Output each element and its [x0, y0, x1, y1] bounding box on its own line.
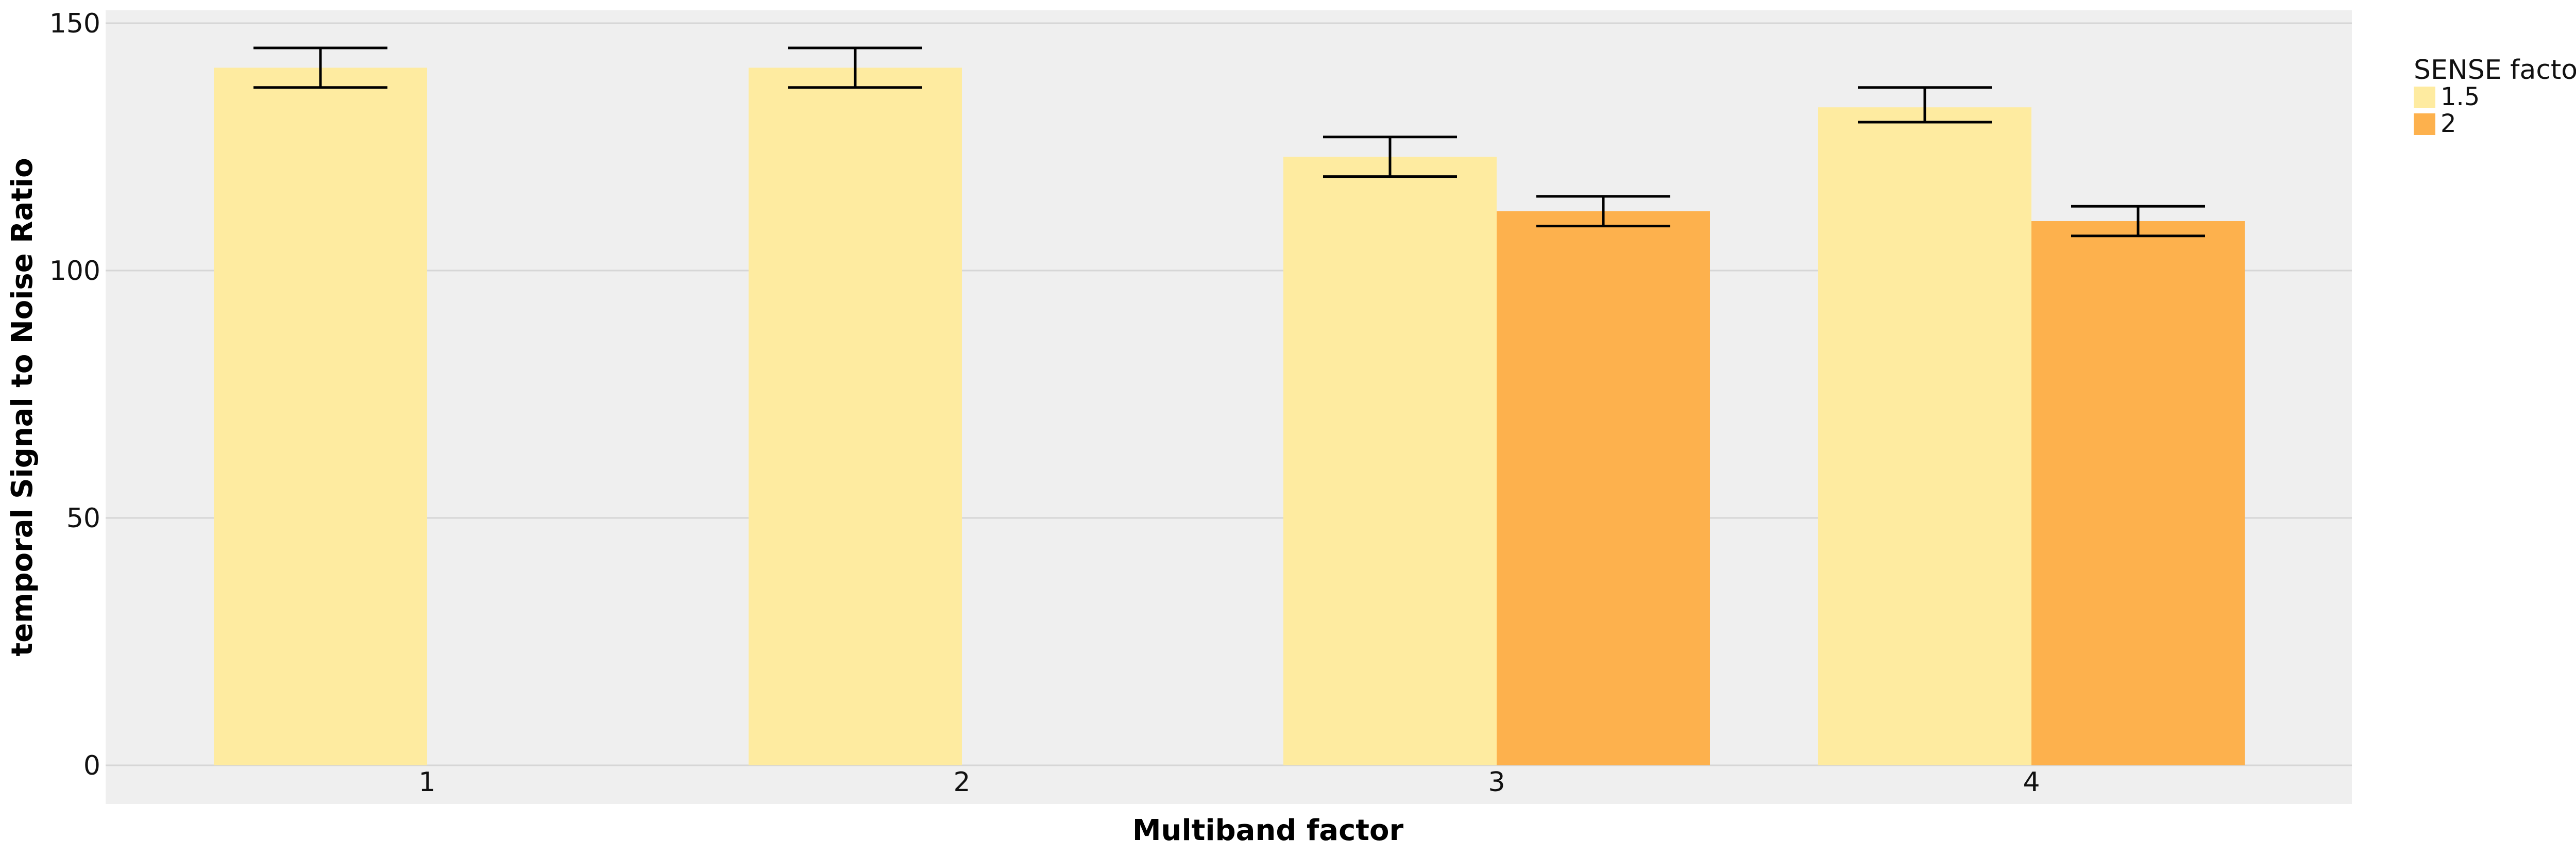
x-tick-labels: 1 2 3 4: [418, 767, 2040, 798]
bar-series-0-cat-3: [1818, 107, 2031, 766]
legend: SENSE factor 1.52: [2414, 55, 2576, 138]
error-bar: [253, 46, 387, 89]
y-tick-labels: 0 50 100 150: [49, 8, 100, 781]
bar-series-0-cat-1: [749, 68, 962, 765]
x-tick-label: 1: [418, 767, 435, 798]
bar-series-0-cat-2: [1283, 157, 1497, 766]
y-tick-label: 150: [49, 8, 100, 39]
bar-series-0-cat-0: [214, 68, 427, 765]
legend-swatch: [2414, 87, 2435, 108]
legend-title: SENSE factor: [2414, 55, 2576, 86]
bar-series-1-cat-3: [2031, 221, 2245, 765]
legend-swatch: [2414, 113, 2435, 135]
error-bar: [2071, 205, 2205, 238]
legend-label: 1.5: [2441, 82, 2480, 111]
error-bar: [1323, 136, 1457, 178]
error-bar: [1536, 195, 1670, 228]
y-axis-title: temporal Signal to Noise Ratio: [6, 158, 39, 656]
error-bar: [788, 46, 922, 89]
x-axis-title: Multiband factor: [1132, 814, 1404, 847]
y-tick-label: 100: [49, 256, 100, 287]
legend-items: 1.52: [2414, 82, 2480, 138]
bar-series-1-cat-2: [1497, 211, 1710, 765]
x-tick-label: 2: [953, 767, 970, 798]
error-bar: [1858, 86, 1992, 124]
x-tick-label: 3: [1488, 767, 1505, 798]
y-tick-label: 50: [66, 503, 100, 534]
bars: [214, 68, 2245, 766]
error-bars: [253, 46, 2205, 238]
legend-label: 2: [2441, 109, 2456, 138]
x-tick-label: 4: [2023, 767, 2040, 798]
y-tick-label: 0: [83, 750, 100, 781]
